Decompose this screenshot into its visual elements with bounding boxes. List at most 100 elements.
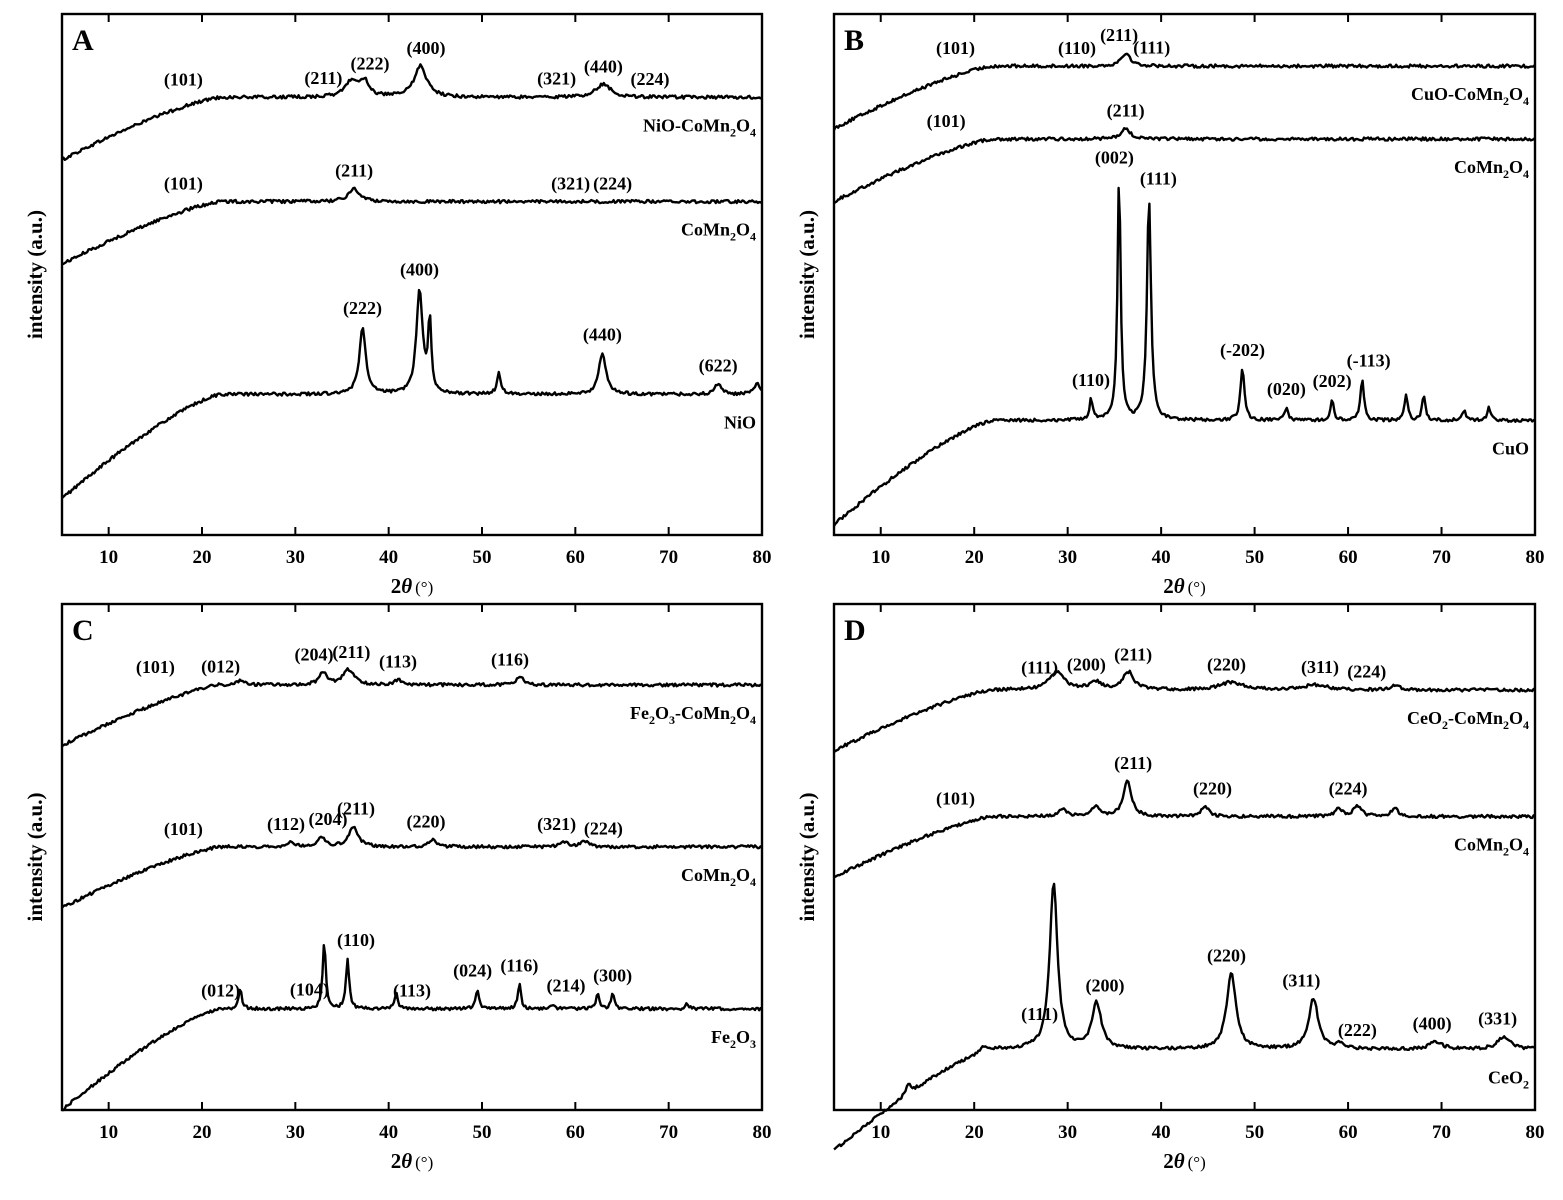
peak-label: (204)	[295, 644, 334, 665]
peak-label: (311)	[1301, 657, 1339, 678]
xrd-trace	[834, 188, 1535, 526]
peak-label: (222)	[1338, 1020, 1377, 1041]
peak-label: (111)	[1140, 168, 1177, 189]
x-tick-label: 20	[193, 1122, 212, 1143]
x-tick-label: 10	[99, 1122, 118, 1143]
peak-label: (224)	[631, 69, 670, 90]
peak-label: (110)	[1058, 38, 1096, 59]
peak-label: (211)	[332, 642, 370, 663]
x-tick-label: 70	[659, 1122, 678, 1143]
peak-label: (116)	[491, 649, 529, 670]
peak-label: (002)	[1095, 148, 1134, 169]
x-tick-label: 10	[871, 547, 890, 568]
peak-label: (224)	[584, 818, 623, 839]
panel-letter: A	[72, 24, 94, 57]
x-tick-label: 70	[1432, 1122, 1451, 1143]
x-tick-label: 60	[1339, 1122, 1358, 1143]
peak-label: (101)	[164, 174, 203, 195]
peak-label: (622)	[699, 356, 738, 377]
peak-label: (012)	[201, 981, 240, 1002]
x-tick-label: 10	[99, 547, 118, 568]
peak-label: (112)	[267, 814, 305, 835]
x-tick-label: 60	[1339, 547, 1358, 568]
peak-label: (110)	[337, 930, 375, 951]
series-label: CeO2	[1488, 1067, 1529, 1091]
peak-label: (211)	[304, 68, 342, 89]
x-tick-label: 10	[871, 1122, 890, 1143]
peak-label: (111)	[1133, 38, 1170, 59]
peak-label: (111)	[1021, 1004, 1058, 1025]
x-tick-label: 30	[1058, 1122, 1077, 1143]
panel-letter: B	[844, 24, 864, 57]
peak-label: (012)	[201, 657, 240, 678]
peak-label: (200)	[1086, 976, 1125, 997]
peak-label: (-202)	[1220, 340, 1265, 361]
xrd-trace	[62, 188, 762, 264]
y-axis-title: intensity (a.u.)	[795, 793, 819, 922]
series-label: Fe2O3	[711, 1027, 756, 1051]
peak-label: (321)	[537, 69, 576, 90]
x-tick-label: 80	[1526, 547, 1545, 568]
peak-label: (321)	[551, 174, 590, 195]
peak-label: (321)	[537, 814, 576, 835]
peak-label: (440)	[584, 56, 623, 77]
peak-label: (222)	[351, 54, 390, 75]
series-label: CeO2-CoMn2O4	[1407, 708, 1529, 732]
x-tick-label: 40	[1152, 1122, 1171, 1143]
peak-label: (400)	[407, 38, 446, 59]
peak-label: (224)	[1329, 778, 1368, 799]
peak-label: (113)	[393, 980, 431, 1001]
x-tick-label: 60	[566, 547, 585, 568]
x-tick-label: 60	[566, 1122, 585, 1143]
peak-label: (224)	[1347, 661, 1386, 682]
peak-label: (220)	[1207, 654, 1246, 675]
panel-letter: D	[844, 614, 866, 647]
peak-label: (220)	[1193, 778, 1232, 799]
x-tick-label: 40	[1152, 547, 1171, 568]
peak-label: (331)	[1478, 1009, 1517, 1030]
x-tick-label: 40	[379, 547, 398, 568]
y-axis-title: intensity (a.u.)	[23, 793, 47, 922]
panel-d: 10203040506070802θ(°)intensity (a.u.)D(1…	[795, 604, 1545, 1173]
series-label: Fe2O3-CoMn2O4	[630, 703, 756, 727]
x-tick-label: 50	[1245, 1122, 1264, 1143]
series-label: CoMn2O4	[681, 865, 756, 889]
x-tick-label: 40	[379, 1122, 398, 1143]
x-tick-label: 70	[659, 547, 678, 568]
series-label: CuO-CoMn2O4	[1411, 84, 1529, 108]
panel-b: 10203040506070802θ(°)intensity (a.u.)B(1…	[795, 14, 1545, 598]
x-tick-label: 30	[286, 1122, 305, 1143]
xrd-trace	[62, 945, 762, 1110]
peak-label: (211)	[1114, 753, 1152, 774]
peak-label: (110)	[1072, 370, 1110, 391]
peak-label: (211)	[1114, 644, 1152, 665]
peak-label: (222)	[343, 298, 382, 319]
xrd-trace	[62, 827, 762, 908]
peak-label: (300)	[593, 965, 632, 986]
x-tick-label: 30	[286, 547, 305, 568]
series-label: CoMn2O4	[681, 220, 756, 244]
peak-label: (400)	[1413, 1014, 1452, 1035]
peak-label: (101)	[936, 789, 975, 810]
peak-label: (-113)	[1347, 351, 1391, 372]
peak-label: (020)	[1267, 379, 1306, 400]
x-tick-label: 70	[1432, 547, 1451, 568]
peak-label: (113)	[379, 652, 417, 673]
peak-label: (211)	[335, 161, 373, 182]
x-tick-label: 20	[965, 1122, 984, 1143]
x-tick-label: 50	[1245, 547, 1264, 568]
peak-label: (440)	[583, 325, 622, 346]
series-label: CoMn2O4	[1454, 835, 1529, 859]
series-label: CoMn2O4	[1454, 157, 1529, 181]
peak-label: (101)	[164, 819, 203, 840]
peak-label: (311)	[1282, 971, 1320, 992]
peak-label: (214)	[547, 976, 586, 997]
y-axis-title: intensity (a.u.)	[23, 210, 47, 339]
x-tick-label: 80	[1526, 1122, 1545, 1143]
panel-letter: C	[72, 614, 94, 647]
x-axis-title: 2θ(°)	[391, 1149, 434, 1173]
peak-label: (202)	[1313, 371, 1352, 392]
peak-label: (101)	[927, 111, 966, 132]
peak-label: (220)	[407, 811, 446, 832]
x-tick-label: 50	[473, 547, 492, 568]
